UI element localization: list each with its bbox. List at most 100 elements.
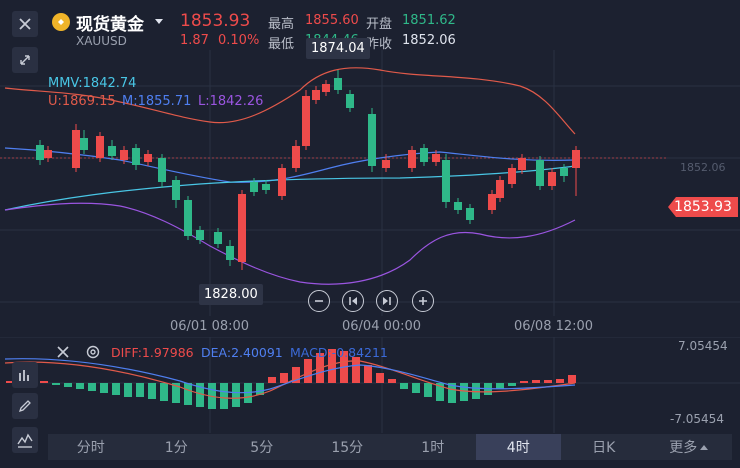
collapse-button[interactable] [12, 47, 38, 73]
macd-axis-bottom: -7.05454 [670, 412, 724, 426]
indicator-settings-button[interactable] [12, 362, 38, 388]
open-label: 开盘 [366, 17, 393, 32]
indicator-toggle-button[interactable] [12, 427, 38, 453]
macd-bar [436, 383, 444, 401]
line-chart-icon [17, 433, 33, 448]
macd-bar [292, 367, 300, 383]
instrument-symbol: XAUUSD [76, 34, 127, 48]
candle-body [278, 168, 286, 196]
quote-header: 现货黄金 XAUUSD 1853.93 1.87 0.10% 最高 1855.6… [0, 0, 740, 52]
bars-icon [19, 370, 29, 381]
candle-body [442, 160, 450, 202]
candle-body [536, 160, 544, 186]
last-price-tag: 1853.93 [668, 197, 738, 217]
open-value: 1851.62 [402, 13, 456, 28]
skip-forward-icon [383, 297, 391, 305]
time-label-1: 06/01 08:00 [170, 319, 250, 334]
zoom-out-button[interactable] [308, 290, 330, 312]
macd-bar [268, 377, 276, 383]
price-change: 1.87 [180, 33, 209, 48]
shrink-arrows-icon [20, 55, 30, 65]
chevron-down-icon[interactable] [152, 14, 166, 28]
tf-4h[interactable]: 4时 [475, 434, 561, 460]
macd-bar [556, 379, 564, 383]
candle-body [72, 130, 80, 168]
macd-bar [544, 380, 552, 383]
candle-body [238, 194, 246, 262]
candle-body [322, 84, 330, 92]
candle-body [488, 194, 496, 210]
candle-body [432, 154, 440, 162]
candle-body [250, 182, 258, 192]
macd-bar [508, 383, 516, 386]
macd-dea: DEA:2.40091 [201, 345, 283, 360]
tf-1h[interactable]: 1时 [421, 440, 445, 456]
high-value: 1855.60 [305, 13, 359, 28]
chart-canvas [0, 50, 740, 316]
macd-bar [88, 383, 96, 391]
tf-more-label: 更多 [669, 440, 698, 456]
caret-up-icon [700, 445, 709, 450]
candle-body [96, 136, 104, 158]
candle-body [548, 172, 556, 186]
tf-tick[interactable]: 分时 [76, 440, 105, 456]
skip-back-icon [349, 297, 357, 305]
tf-15m[interactable]: 15分 [331, 440, 364, 456]
candle-body [158, 158, 166, 182]
gold-coin-icon [52, 13, 70, 31]
gear-icon[interactable] [85, 344, 101, 360]
tf-1m[interactable]: 1分 [164, 440, 188, 456]
close-indicator-icon[interactable] [56, 345, 70, 359]
close-icon [19, 18, 31, 30]
macd-bar [100, 383, 108, 393]
macd-bar [112, 383, 120, 395]
macd-bar [448, 383, 456, 403]
candle-body [36, 145, 44, 160]
macd-bar [64, 383, 72, 387]
zoom-in-button[interactable] [412, 290, 434, 312]
draw-button[interactable] [12, 393, 38, 419]
tf-more[interactable]: 更多 [647, 434, 733, 460]
candle-body [172, 180, 180, 200]
macd-bar [388, 379, 396, 383]
candle-body [346, 94, 354, 108]
candle-body [454, 202, 462, 210]
close-button[interactable] [12, 11, 38, 37]
legend-lower-band: L:1842.26 [198, 94, 264, 109]
macd-bar [280, 373, 288, 383]
candle-body [368, 114, 376, 166]
candle-body [382, 160, 390, 168]
macd-canvas [0, 337, 740, 433]
candle-body [466, 208, 474, 220]
candle-body [420, 148, 428, 162]
macd-bar [304, 359, 312, 383]
scroll-end-button[interactable] [376, 290, 398, 312]
tf-5m[interactable]: 5分 [250, 440, 274, 456]
macd-panel[interactable]: DIFF:1.97986 DEA:2.40091 MACD:-0.84211 7… [0, 337, 740, 453]
current-price: 1853.93 [180, 11, 251, 31]
candle-body [292, 146, 300, 168]
macd-axis-top: 7.05454 [678, 339, 728, 353]
legend-mmv: MMV:1842.74 [48, 76, 137, 91]
macd-bar [172, 383, 180, 403]
min-price-label: 1828.00 [199, 284, 263, 305]
candle-body [262, 184, 270, 190]
scroll-start-button[interactable] [342, 290, 364, 312]
macd-bar [148, 383, 156, 399]
candlestick-chart[interactable]: MMV:1842.74 U:1869.15 M:1855.71 L:1842.2… [0, 38, 740, 338]
instrument-title[interactable]: 现货黄金 [76, 15, 144, 35]
macd-bar [472, 383, 480, 399]
macd-bar [532, 380, 540, 383]
macd-bar [232, 383, 240, 407]
candle-body [518, 158, 526, 170]
macd-bar [6, 381, 14, 383]
candle-body [572, 150, 580, 168]
macd-diff: DIFF:1.97986 [111, 345, 194, 360]
candle-body [312, 90, 320, 100]
pencil-icon [18, 400, 31, 413]
candle-body [184, 200, 192, 236]
time-label-3: 06/08 12:00 [514, 319, 594, 334]
candle-body [508, 168, 516, 184]
candle-body [408, 150, 416, 168]
tf-1d[interactable]: 日K [592, 440, 616, 456]
